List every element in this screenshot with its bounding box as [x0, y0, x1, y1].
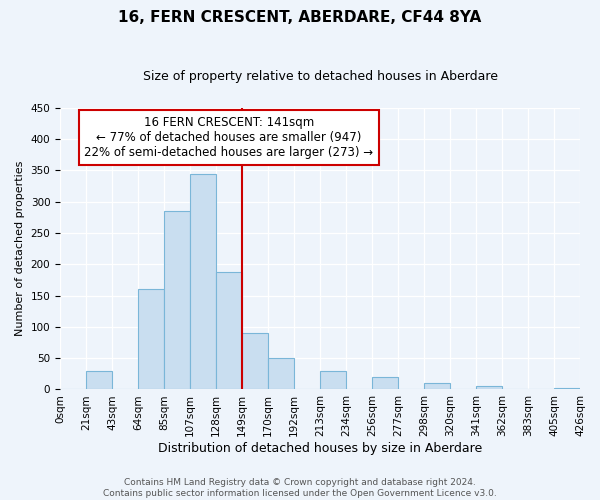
Bar — [242, 333, 268, 390]
Bar — [554, 388, 580, 390]
Bar — [476, 386, 502, 390]
Bar — [372, 377, 398, 390]
Bar — [424, 383, 450, 390]
Bar — [164, 211, 190, 390]
Y-axis label: Number of detached properties: Number of detached properties — [15, 161, 25, 336]
Bar — [216, 272, 242, 390]
Bar — [86, 370, 112, 390]
Bar — [138, 290, 164, 390]
Text: 16 FERN CRESCENT: 141sqm
← 77% of detached houses are smaller (947)
22% of semi-: 16 FERN CRESCENT: 141sqm ← 77% of detach… — [85, 116, 374, 159]
X-axis label: Distribution of detached houses by size in Aberdare: Distribution of detached houses by size … — [158, 442, 482, 455]
Bar — [190, 174, 216, 390]
Text: 16, FERN CRESCENT, ABERDARE, CF44 8YA: 16, FERN CRESCENT, ABERDARE, CF44 8YA — [118, 10, 482, 25]
Bar — [268, 358, 294, 390]
Bar — [320, 370, 346, 390]
Title: Size of property relative to detached houses in Aberdare: Size of property relative to detached ho… — [143, 70, 497, 83]
Text: Contains HM Land Registry data © Crown copyright and database right 2024.
Contai: Contains HM Land Registry data © Crown c… — [103, 478, 497, 498]
